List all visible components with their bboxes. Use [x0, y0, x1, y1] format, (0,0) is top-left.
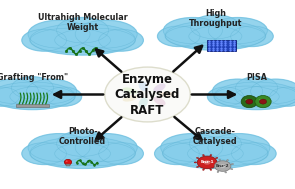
Ellipse shape	[57, 18, 109, 43]
Circle shape	[204, 160, 211, 165]
Circle shape	[220, 164, 226, 168]
Ellipse shape	[66, 161, 68, 162]
Ellipse shape	[163, 142, 243, 166]
Ellipse shape	[10, 86, 75, 107]
Ellipse shape	[45, 87, 82, 106]
Ellipse shape	[189, 25, 266, 48]
Ellipse shape	[230, 168, 233, 170]
Ellipse shape	[165, 21, 266, 50]
Ellipse shape	[203, 169, 204, 170]
Ellipse shape	[196, 166, 199, 167]
Ellipse shape	[210, 169, 212, 170]
Ellipse shape	[194, 162, 197, 163]
Ellipse shape	[55, 142, 135, 166]
Ellipse shape	[231, 26, 273, 46]
Ellipse shape	[28, 134, 90, 161]
Ellipse shape	[259, 99, 263, 101]
Ellipse shape	[139, 98, 148, 108]
Ellipse shape	[153, 97, 165, 106]
Text: Enzyme
Catalysed
RAFT: Enzyme Catalysed RAFT	[115, 73, 180, 116]
Ellipse shape	[219, 159, 221, 161]
Ellipse shape	[64, 159, 72, 165]
Ellipse shape	[212, 167, 214, 169]
Ellipse shape	[236, 77, 278, 99]
Ellipse shape	[212, 79, 263, 104]
FancyBboxPatch shape	[66, 164, 70, 166]
Ellipse shape	[158, 92, 175, 97]
Text: Enz-2: Enz-2	[216, 164, 230, 168]
Ellipse shape	[28, 20, 90, 48]
Ellipse shape	[163, 18, 222, 44]
Ellipse shape	[163, 137, 268, 168]
Ellipse shape	[161, 134, 223, 161]
Ellipse shape	[30, 137, 135, 168]
Ellipse shape	[191, 15, 240, 39]
Ellipse shape	[216, 157, 218, 159]
Text: Cascade-
Catalysed: Cascade- Catalysed	[193, 127, 238, 146]
Ellipse shape	[22, 29, 66, 51]
Ellipse shape	[207, 87, 244, 106]
Circle shape	[214, 161, 231, 171]
Circle shape	[197, 156, 217, 169]
Ellipse shape	[217, 171, 219, 173]
Ellipse shape	[155, 143, 199, 164]
Ellipse shape	[227, 160, 228, 161]
Ellipse shape	[234, 86, 295, 107]
Ellipse shape	[165, 25, 242, 48]
Ellipse shape	[30, 28, 111, 52]
Ellipse shape	[57, 131, 109, 156]
Ellipse shape	[260, 99, 267, 104]
Text: Photo-
Controlled: Photo- Controlled	[59, 127, 106, 146]
Ellipse shape	[203, 154, 204, 156]
Ellipse shape	[99, 29, 143, 51]
Ellipse shape	[27, 79, 77, 104]
Ellipse shape	[0, 82, 75, 110]
Ellipse shape	[123, 87, 138, 94]
Ellipse shape	[30, 142, 111, 166]
Ellipse shape	[75, 20, 137, 48]
Ellipse shape	[188, 142, 268, 166]
Ellipse shape	[153, 83, 165, 92]
Ellipse shape	[225, 171, 227, 173]
Ellipse shape	[0, 87, 19, 106]
Ellipse shape	[210, 154, 212, 156]
Ellipse shape	[255, 95, 271, 108]
Ellipse shape	[0, 79, 38, 104]
Ellipse shape	[208, 18, 267, 44]
Ellipse shape	[99, 143, 143, 164]
Ellipse shape	[30, 24, 135, 55]
Text: Grafting "From": Grafting "From"	[0, 73, 68, 82]
Ellipse shape	[123, 95, 138, 102]
Ellipse shape	[22, 143, 66, 164]
Text: Ultrahigh Molecular
Weight: Ultrahigh Molecular Weight	[38, 13, 127, 32]
Ellipse shape	[213, 162, 215, 164]
Ellipse shape	[231, 164, 234, 165]
Circle shape	[105, 67, 190, 122]
Ellipse shape	[216, 166, 218, 167]
Ellipse shape	[189, 131, 241, 156]
Ellipse shape	[270, 87, 295, 106]
Text: High
Throughput: High Throughput	[189, 9, 242, 28]
Ellipse shape	[158, 26, 200, 46]
Ellipse shape	[251, 79, 295, 104]
Ellipse shape	[75, 134, 137, 161]
Ellipse shape	[196, 157, 199, 159]
Ellipse shape	[208, 134, 270, 161]
Ellipse shape	[214, 82, 295, 110]
Text: PISA: PISA	[246, 73, 267, 82]
Ellipse shape	[0, 86, 55, 107]
Ellipse shape	[139, 81, 148, 91]
Ellipse shape	[12, 77, 53, 99]
Ellipse shape	[245, 99, 249, 101]
Ellipse shape	[246, 99, 253, 104]
Ellipse shape	[241, 95, 258, 108]
Ellipse shape	[214, 86, 279, 107]
Ellipse shape	[218, 162, 220, 163]
Ellipse shape	[55, 28, 135, 52]
FancyBboxPatch shape	[206, 40, 236, 51]
Text: Enz-1: Enz-1	[200, 160, 214, 164]
FancyBboxPatch shape	[16, 104, 49, 107]
Ellipse shape	[232, 143, 276, 164]
